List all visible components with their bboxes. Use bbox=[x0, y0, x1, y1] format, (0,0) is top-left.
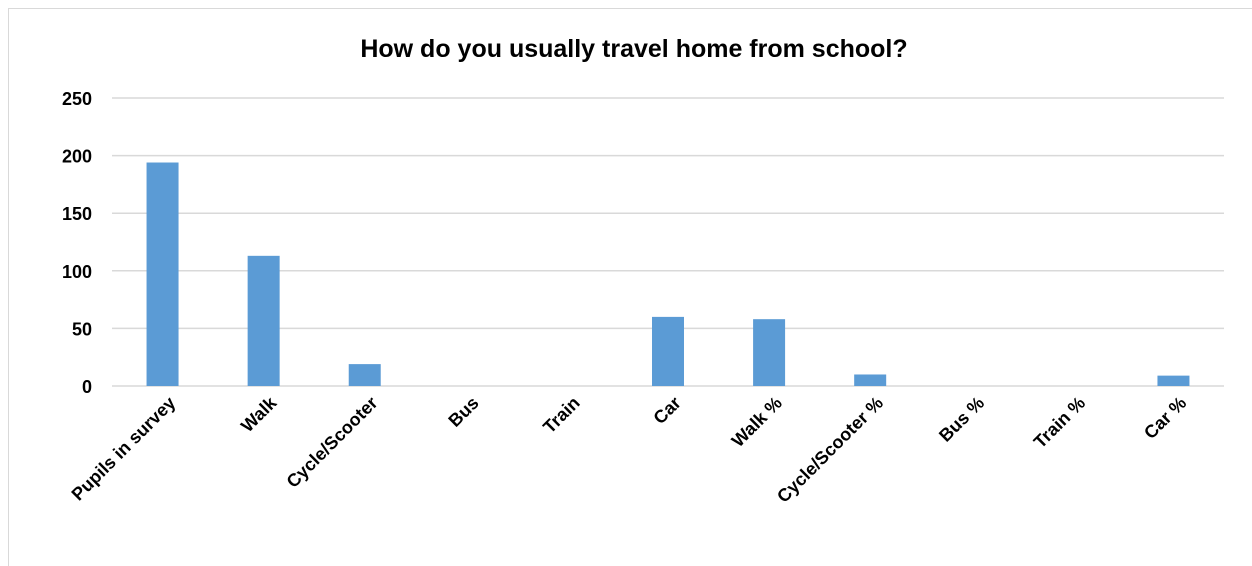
x-tick-label: Cycle/Scooter % bbox=[773, 393, 887, 507]
bar bbox=[854, 374, 887, 386]
y-tick-label: 150 bbox=[62, 204, 92, 224]
x-tick-label: Car % bbox=[1140, 393, 1190, 443]
bar bbox=[348, 364, 381, 386]
x-tick-label: Walk % bbox=[728, 393, 786, 451]
x-tick-label: Pupils in survey bbox=[68, 393, 180, 505]
x-tick-label: Cycle/Scooter bbox=[283, 393, 382, 492]
bar bbox=[1157, 375, 1190, 386]
bar bbox=[753, 319, 786, 386]
x-tick-label: Bus bbox=[444, 393, 482, 431]
x-axis-labels: Pupils in survey Walk Cycle/Scooter Bus Trai… bbox=[68, 392, 1191, 507]
y-tick-label: 200 bbox=[62, 147, 92, 167]
bar bbox=[247, 255, 280, 386]
bar bbox=[146, 162, 179, 386]
x-tick-label: Bus % bbox=[935, 393, 988, 446]
x-tick-label: Car bbox=[649, 393, 684, 428]
y-tick-label: 100 bbox=[62, 262, 92, 282]
x-tick-label: Walk bbox=[237, 392, 281, 436]
bars bbox=[146, 162, 1190, 386]
bar bbox=[652, 316, 684, 386]
y-tick-label: 250 bbox=[62, 89, 92, 109]
x-tick-label: Train bbox=[539, 393, 584, 438]
y-axis-ticks: 0 50 100 150 200 250 bbox=[62, 89, 92, 397]
y-tick-label: 50 bbox=[72, 319, 92, 339]
x-tick-label: Train % bbox=[1030, 393, 1089, 452]
chart-title: How do you usually travel home from scho… bbox=[360, 35, 907, 63]
y-tick-label: 0 bbox=[82, 377, 92, 397]
chart-frame bbox=[8, 8, 1252, 566]
